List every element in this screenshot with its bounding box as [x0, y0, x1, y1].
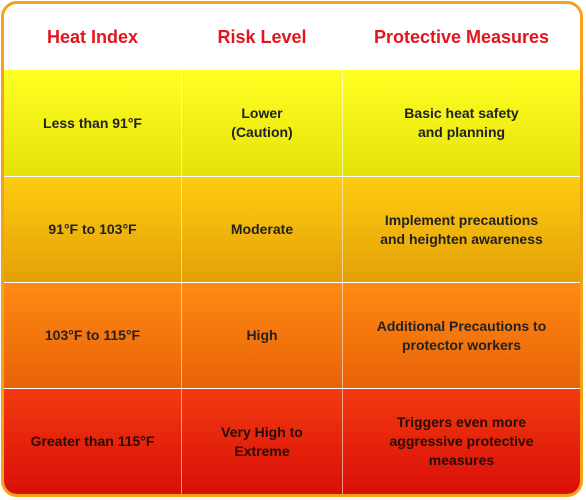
- heat-index-text: Greater than 115°F: [30, 433, 155, 449]
- risk-level-text: Moderate: [230, 221, 294, 237]
- measures-line: Triggers even more: [396, 414, 527, 430]
- measures-line: and heighten awareness: [380, 230, 543, 247]
- measures-text: Implement precautions and heighten awaren…: [380, 211, 543, 249]
- risk-level-line: Lower: [241, 105, 283, 121]
- header-heat-index: Heat Index: [46, 26, 139, 47]
- measures-line: measures: [428, 452, 495, 468]
- table-row-caution: Less than 91°F Lower (Caution) Basic heat…: [4, 70, 580, 176]
- measures-line: protector workers: [401, 336, 522, 353]
- table-header: Heat Index Risk Level Protective Measure…: [4, 4, 580, 70]
- row-divider: [4, 388, 580, 389]
- risk-level-line: Extreme: [234, 442, 290, 459]
- measures-text: Triggers even more aggressive protective m…: [390, 413, 534, 470]
- measures-line: Implement precautions: [384, 211, 539, 228]
- measures-text: Additional Precautions to protector worke…: [377, 317, 547, 355]
- heat-index-text: 103°F to 115°F: [44, 327, 141, 343]
- heat-index-table: Heat Index Risk Level Protective Measure…: [4, 4, 580, 494]
- heat-index-text: Less than 91°F: [43, 114, 142, 131]
- measures-line: Basic heat safety: [404, 105, 519, 121]
- risk-level-text: Lower (Caution): [231, 104, 292, 142]
- table-row-extreme: Greater than 115°F Very High to Extreme T…: [4, 389, 580, 494]
- measures-line: Additional Precautions to: [376, 317, 547, 334]
- risk-level-cell: Moderate: [182, 177, 342, 282]
- row-divider: [4, 282, 580, 283]
- measures-cell: Additional Precautions to protector worke…: [343, 283, 580, 388]
- header-risk-level: Risk Level: [217, 26, 307, 47]
- risk-level-line: Very High to: [221, 423, 303, 440]
- heat-index-cell: Greater than 115°F: [4, 389, 181, 494]
- risk-level-cell: Lower (Caution): [182, 70, 342, 176]
- header-protective-measures: Protective Measures: [373, 26, 550, 47]
- risk-level-cell: Very High to Extreme: [182, 389, 342, 494]
- heat-index-cell: 91°F to 103°F: [4, 177, 181, 282]
- risk-level-line: (Caution): [231, 124, 293, 140]
- risk-level-cell: High: [182, 283, 342, 388]
- measures-line: and planning: [417, 124, 506, 140]
- measures-cell: Triggers even more aggressive protective m…: [343, 389, 580, 494]
- risk-level-text: High: [246, 327, 278, 343]
- heat-index-cell: 103°F to 115°F: [4, 283, 181, 388]
- measures-text: Basic heat safety and planning: [404, 104, 518, 142]
- heat-index-cell: Less than 91°F: [4, 70, 181, 176]
- heat-index-text: 91°F to 103°F: [48, 221, 137, 237]
- table-row-high: 103°F to 115°F High Additional Precautio…: [4, 283, 580, 388]
- measures-line: aggressive protective: [389, 433, 534, 449]
- table-row-moderate: 91°F to 103°F Moderate Implement precaut…: [4, 177, 580, 282]
- risk-level-text: Very High to Extreme: [221, 423, 303, 461]
- measures-cell: Basic heat safety and planning: [343, 70, 580, 176]
- measures-cell: Implement precautions and heighten awaren…: [343, 177, 580, 282]
- row-divider: [4, 176, 580, 177]
